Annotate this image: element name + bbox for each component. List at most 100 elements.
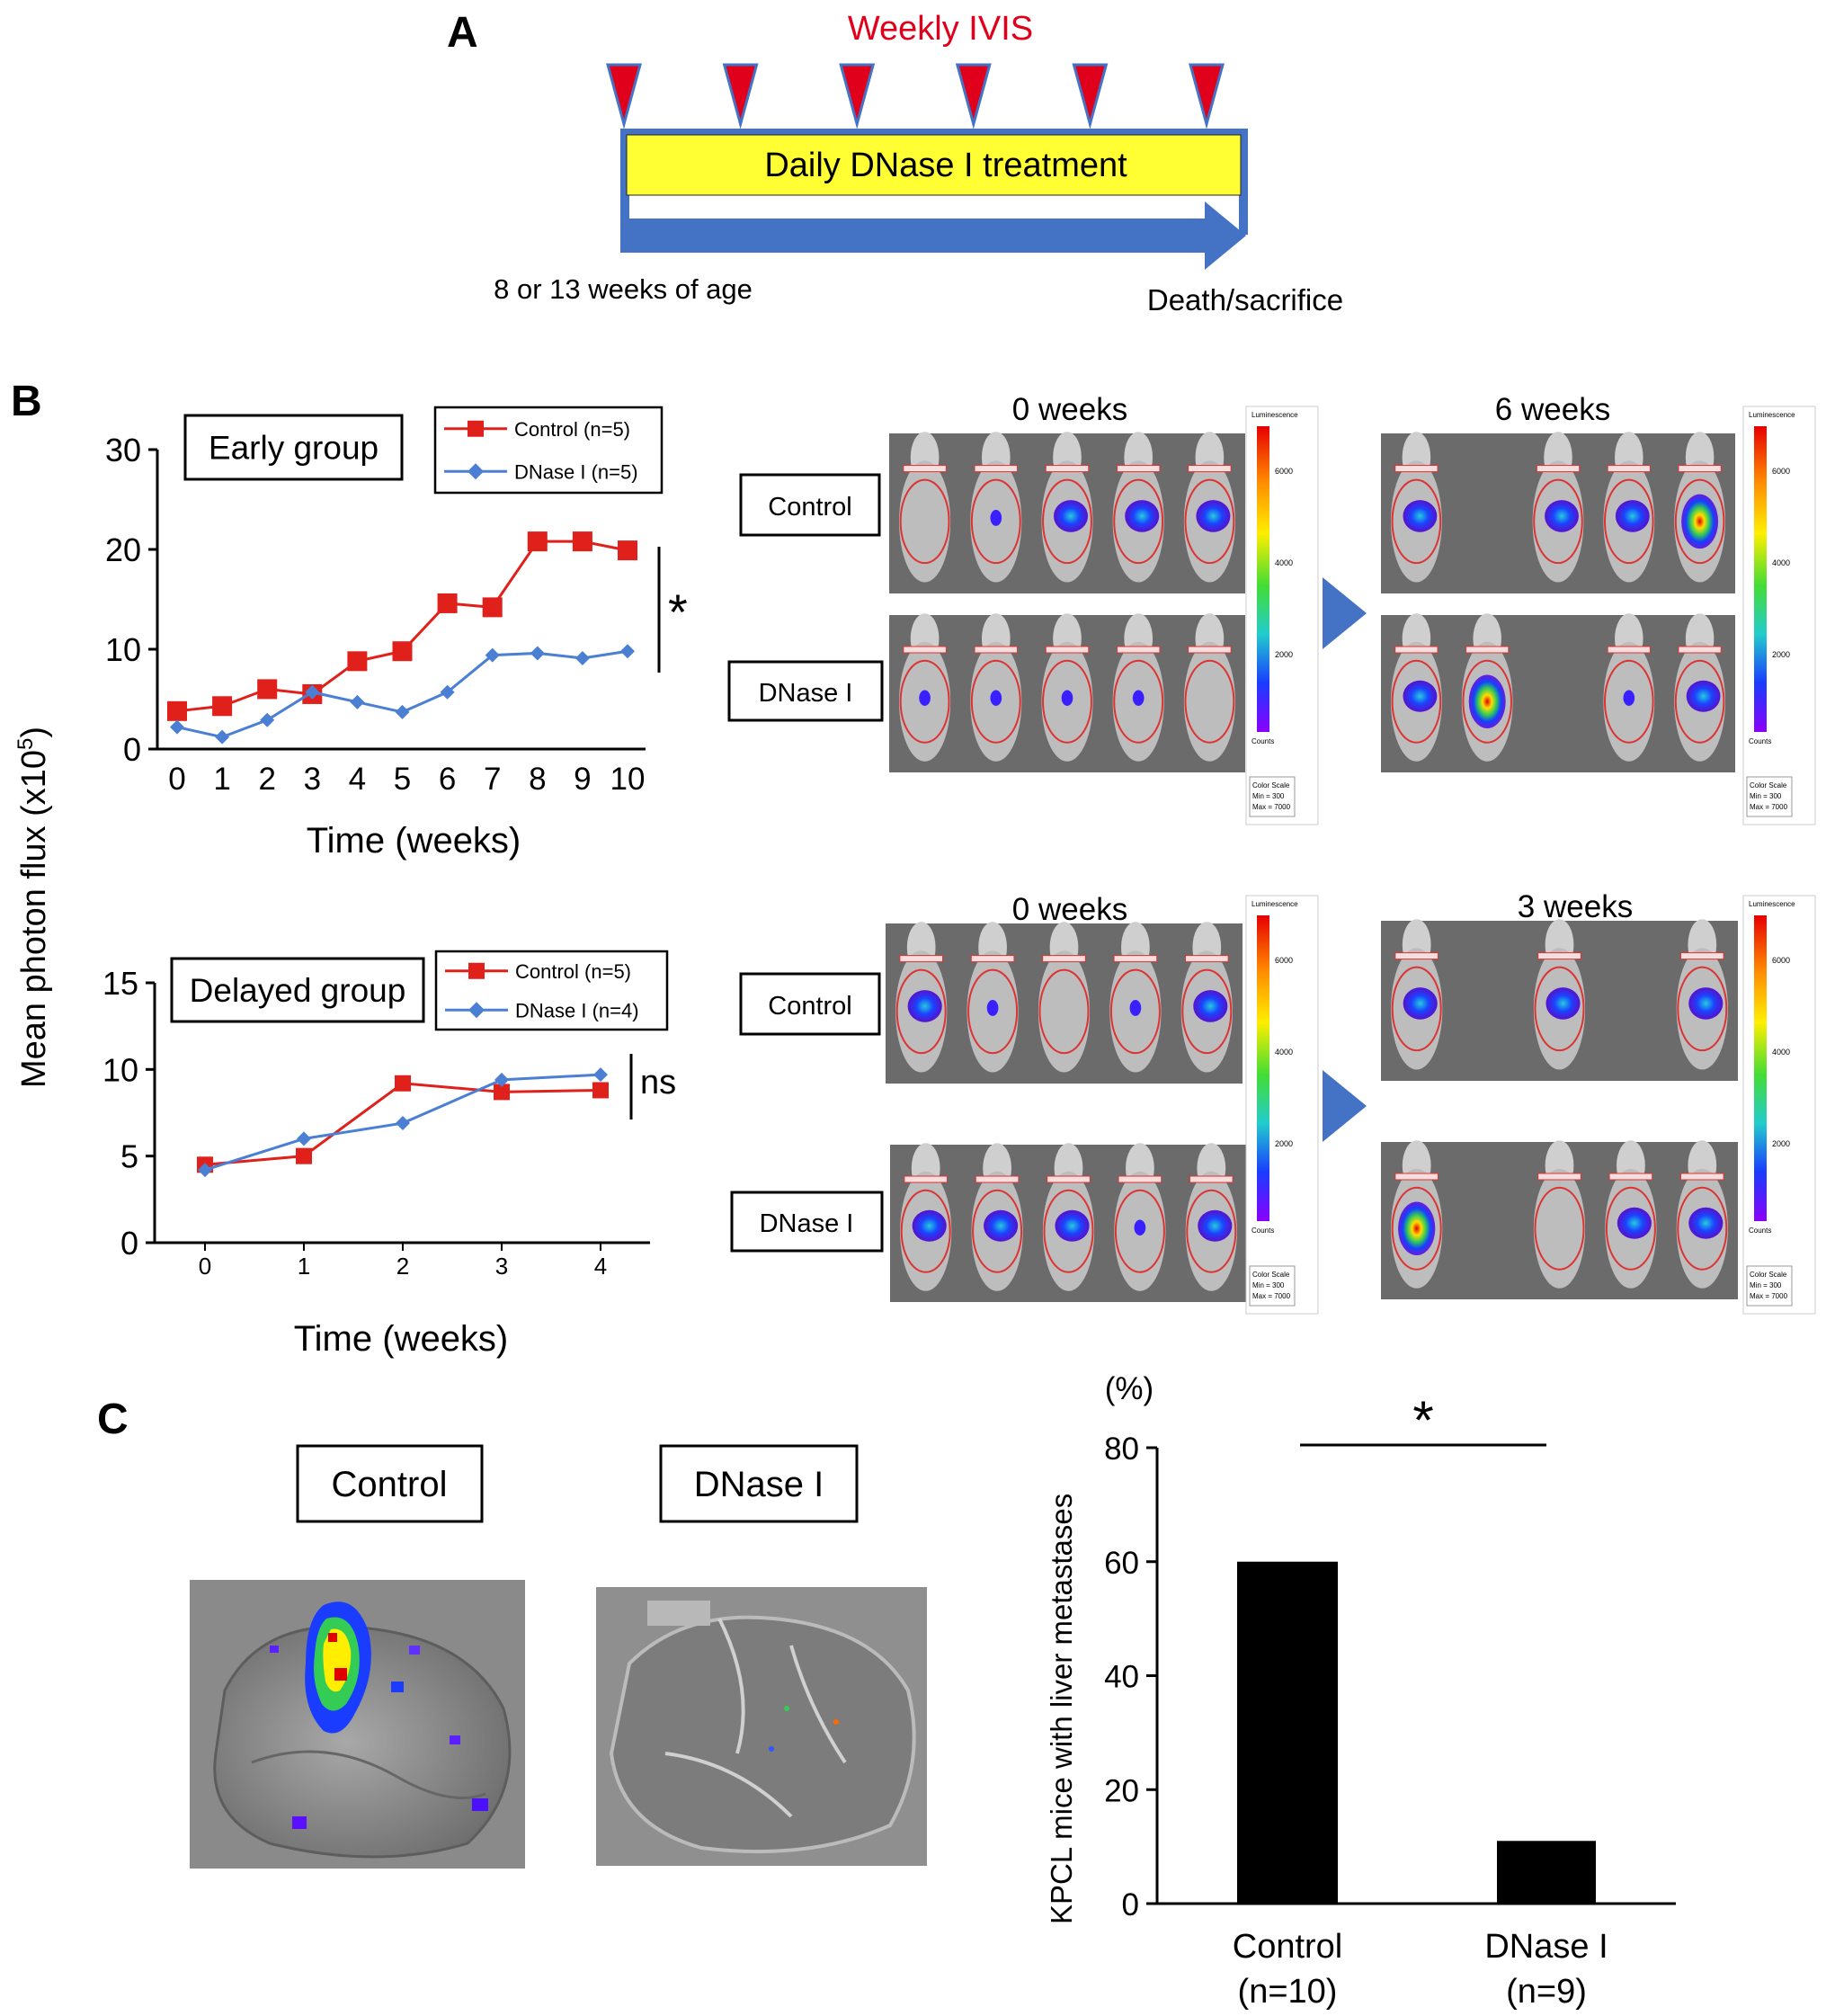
svg-text:Luminescence: Luminescence	[1749, 900, 1795, 908]
bar	[1497, 1841, 1596, 1904]
color-scale-tick: 6000	[1772, 956, 1790, 965]
signal-spot	[1403, 500, 1438, 532]
color-scale-note: Min = 300	[1252, 792, 1285, 800]
roi-circle	[972, 1189, 1023, 1273]
signal-spot	[1403, 680, 1438, 712]
data-point	[572, 531, 592, 552]
color-scale-note: Max = 7000	[1252, 1292, 1291, 1300]
early-left-timepoint: 0 weeks	[1012, 392, 1127, 427]
y-tick-label: 0	[123, 731, 141, 768]
legend-entry: Control (n=5)	[514, 418, 630, 441]
y-tick-label: 15	[102, 965, 138, 1002]
color-scale-bar	[1257, 915, 1269, 1221]
data-point	[592, 1082, 609, 1099]
data-point	[170, 719, 184, 735]
roi-circle	[1114, 1189, 1165, 1273]
signal-spot	[1398, 1201, 1436, 1255]
roi-tag	[1116, 465, 1161, 473]
data-point	[437, 593, 458, 613]
svg-text:Control: Control	[768, 493, 852, 522]
y-tick-label: 10	[105, 631, 141, 668]
x-tick-label: 1	[213, 762, 230, 797]
data-point	[396, 1116, 410, 1131]
roi-tag	[1188, 465, 1232, 473]
x-tick-label: 9	[574, 762, 591, 797]
data-point	[212, 696, 233, 717]
color-scale-note: Min = 300	[1750, 1281, 1782, 1289]
data-point	[494, 1072, 509, 1087]
color-scale-note: Color Scale	[1252, 781, 1290, 789]
roi-circle	[967, 968, 1019, 1055]
ivis-marker	[1072, 63, 1109, 129]
mouse-body	[899, 460, 951, 583]
signal-spot	[919, 690, 931, 706]
panel-label-b: B	[11, 378, 42, 425]
x-tick-label: 0	[168, 762, 185, 797]
color-scale-tick: 2000	[1275, 1139, 1293, 1148]
x-category-n: (n=10)	[1238, 1973, 1338, 2011]
roi-circle	[899, 478, 950, 565]
roi-circle	[1534, 1186, 1585, 1271]
roi-circle	[1534, 966, 1585, 1052]
roi-tag	[1189, 1175, 1234, 1183]
roi-circle	[1391, 966, 1442, 1052]
timeline-start-bar	[620, 129, 629, 232]
data-point	[392, 641, 413, 662]
roi-circle	[1184, 659, 1235, 744]
color-scale-tick: 2000	[1275, 650, 1293, 659]
x-category-label: DNase I	[1484, 1928, 1608, 1966]
roi-circle	[1677, 966, 1728, 1052]
liver-control-image	[190, 1580, 525, 1869]
color-scale-tick: 4000	[1772, 1048, 1790, 1057]
significance-label: *	[668, 584, 688, 640]
x-tick-label: 6	[439, 762, 456, 797]
data-point	[620, 644, 635, 659]
row-label-delayed-control: Control	[739, 972, 881, 1036]
roi-tag	[1042, 955, 1086, 963]
roi-circle	[1391, 478, 1442, 565]
legend-box	[433, 406, 664, 495]
signal-spot	[1545, 987, 1581, 1020]
early-right-timepoint: 6 weeks	[1495, 392, 1610, 427]
mouse-image	[1381, 1140, 1738, 1299]
x-tick-label: 7	[484, 762, 501, 797]
data-point	[350, 694, 365, 709]
signal-spot	[1132, 690, 1145, 706]
data-point	[530, 646, 545, 661]
treatment-bar	[626, 134, 1242, 196]
roi-circle	[895, 968, 947, 1055]
x-tick-label: 2	[396, 1253, 409, 1280]
roi-tag	[975, 1175, 1020, 1183]
data-point	[347, 651, 368, 672]
color-scale-note: Max = 7000	[1750, 803, 1788, 811]
roi-circle	[1181, 968, 1233, 1055]
roi-circle	[1391, 659, 1442, 744]
color-scale-note: Color Scale	[1750, 781, 1787, 789]
legend-swatch-marker	[468, 420, 484, 437]
roi-tag	[1679, 952, 1724, 960]
color-scale-note: Min = 300	[1252, 1281, 1285, 1289]
liver-dnase-image	[596, 1587, 927, 1866]
color-scale-tick: 4000	[1275, 558, 1293, 567]
roi-tag	[1394, 646, 1439, 654]
color-scale-tick: 6000	[1772, 467, 1790, 476]
data-point	[482, 597, 503, 618]
svg-text:Counts: Counts	[1749, 737, 1771, 745]
color-scale: Luminescence 6000 4000 2000 Counts Color Scal…	[1245, 895, 1319, 1315]
legend-swatch-marker	[468, 1002, 485, 1019]
ivis-marker	[955, 63, 992, 129]
signal-spot	[1061, 690, 1073, 706]
roi-tag	[970, 955, 1015, 963]
signal-spot	[986, 1000, 999, 1016]
ivis-markers	[606, 63, 1225, 129]
early-timepoint-arrow	[1323, 577, 1367, 649]
x-tick-label: 3	[495, 1253, 508, 1280]
mouse-image	[889, 613, 1245, 772]
roi-tag	[1047, 1175, 1091, 1183]
timeline-end-bar	[1239, 129, 1248, 235]
data-point	[198, 1163, 212, 1178]
roi-tag	[1394, 465, 1439, 473]
ivis-marker	[839, 63, 876, 129]
roi-circle	[1038, 968, 1090, 1055]
